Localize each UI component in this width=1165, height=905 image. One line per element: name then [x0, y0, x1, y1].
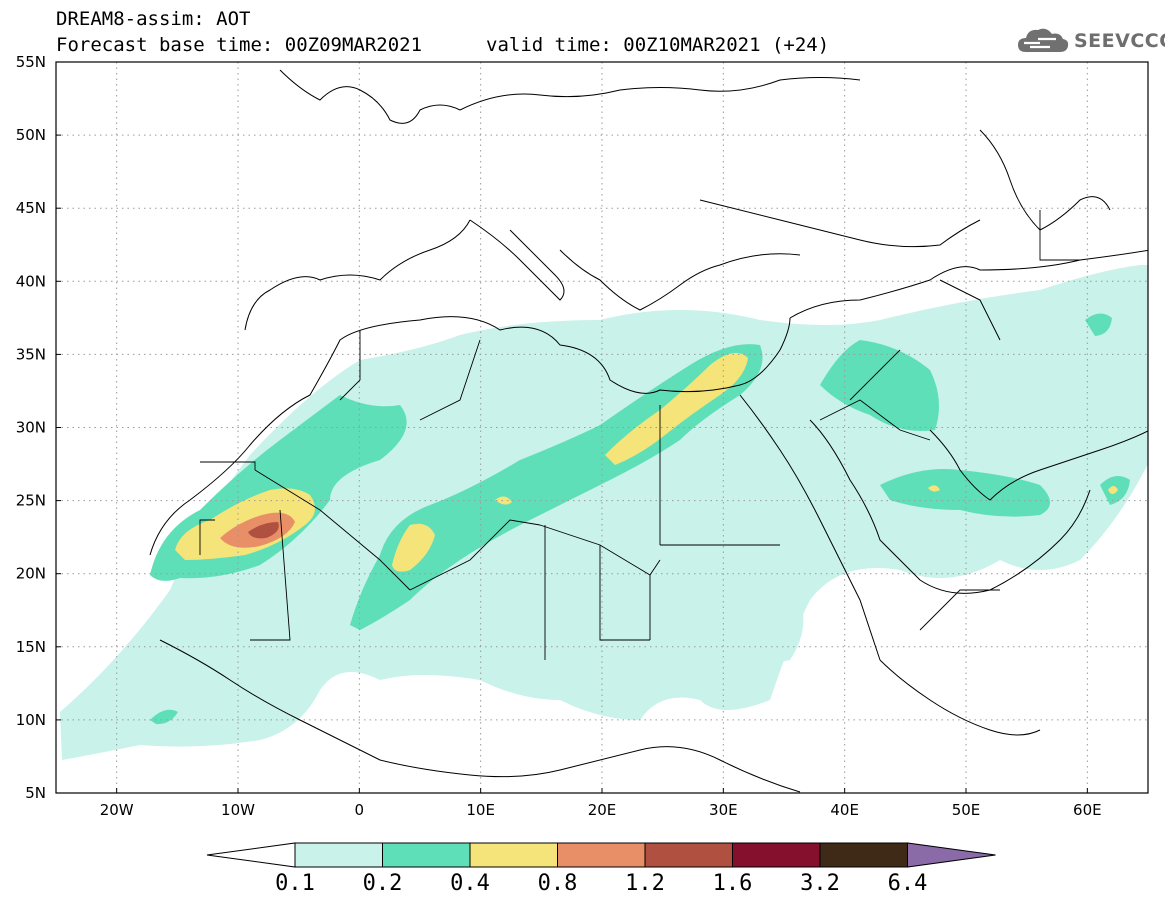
lat-tick-label: 40N — [16, 272, 46, 290]
colorbar-box — [294, 842, 383, 868]
colorbar-level-label: 1.6 — [712, 871, 753, 896]
colorbar-box — [382, 842, 471, 868]
longitude-labels: 20W 10W 0 10E 20E 30E 40E 50E 60E — [100, 788, 1102, 819]
lon-tick-label: 10E — [466, 801, 495, 819]
lon-tick-label: 20E — [588, 801, 617, 819]
lon-tick-label: 20W — [100, 801, 134, 819]
lon-tick-label: 0 — [355, 801, 365, 819]
colorbar-box — [819, 842, 908, 868]
lat-tick-label: 55N — [16, 53, 46, 71]
seevccc-logo: SEEVCCC — [1016, 24, 1165, 58]
cloud-icon — [1018, 28, 1069, 52]
lat-tick-label: 20N — [16, 565, 46, 583]
colorbar-level-label: 6.4 — [887, 871, 928, 896]
forecast-base-time: Forecast base time: 00Z09MAR2021 — [56, 34, 423, 56]
colorbar-level-label: 0.4 — [450, 871, 490, 896]
colorbar-box — [732, 842, 821, 868]
lon-tick-label: 40E — [830, 801, 859, 819]
colorbar-box — [557, 842, 646, 868]
lat-tick-label: 35N — [16, 345, 46, 363]
colorbar-level-label: 3.2 — [800, 871, 840, 896]
valid-time: valid time: 00Z10MAR2021 (+24) — [486, 34, 830, 56]
lon-tick-label: 60E — [1073, 801, 1102, 819]
lat-tick-label: 45N — [16, 199, 46, 217]
country-borders — [199, 210, 1080, 660]
lat-lon-grid — [56, 62, 1148, 793]
aot-level-1.2 — [248, 522, 279, 539]
lat-tick-label: 25N — [16, 492, 46, 510]
colorbar-box — [644, 842, 733, 868]
lon-tick-label: 30E — [709, 801, 738, 819]
colorbar-level-label: 0.8 — [537, 871, 578, 896]
latitude-labels: 55N 50N 45N 40N 35N 30N 25N 20N 15N 10N 5N — [16, 53, 61, 802]
colorbar-under-triangle — [206, 842, 296, 868]
logo-text: SEEVCCC — [1074, 30, 1165, 52]
coastlines — [149, 69, 1148, 793]
colorbar-level-label: 0.2 — [362, 871, 403, 896]
lat-tick-label: 15N — [16, 638, 46, 656]
lat-tick-label: 10N — [16, 711, 46, 729]
lat-tick-label: 5N — [25, 784, 46, 802]
chart-title: DREAM8-assim: AOT — [56, 8, 251, 30]
colorbar-level-label: 0.1 — [275, 871, 315, 896]
lon-tick-label: 50E — [952, 801, 981, 819]
lat-tick-label: 50N — [16, 126, 46, 144]
lon-tick-label: 10W — [221, 801, 255, 819]
colorbar — [206, 842, 996, 868]
colorbar-box — [469, 842, 558, 868]
colorbar-level-label: 1.2 — [625, 871, 665, 896]
colorbar-over-triangle — [907, 842, 996, 868]
aot-field — [60, 265, 1148, 760]
lat-tick-label: 30N — [16, 419, 46, 437]
